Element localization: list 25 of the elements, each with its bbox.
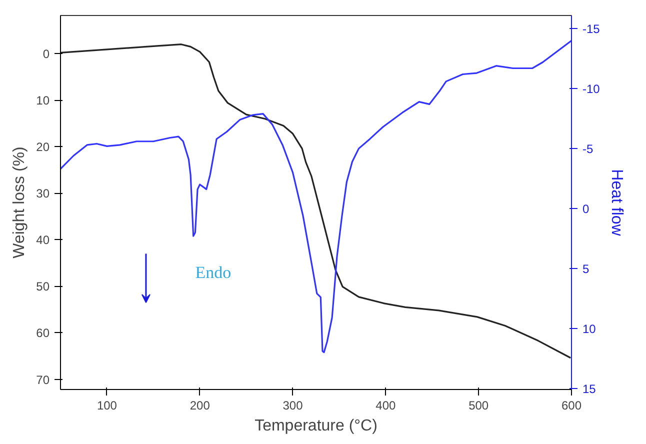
x-axis-title: Temperature (°C) <box>254 418 378 434</box>
x-tick-label: 600 <box>561 398 582 412</box>
y-tick-label: 30 <box>36 186 50 201</box>
x-tick-label: 400 <box>376 398 396 412</box>
y-axis-title: Weight loss (%) <box>11 146 28 258</box>
annotation: Endo <box>195 262 232 282</box>
y-tick-label: 0 <box>42 47 50 62</box>
y2-tick-label: -15 <box>582 22 600 36</box>
y-tick-label: 10 <box>36 94 50 108</box>
y2-axis-title: Heat flow <box>608 169 625 236</box>
y2-tick-label: 5 <box>582 262 590 276</box>
y-tick-label: 50 <box>36 280 50 294</box>
y2-tick-label: 15 <box>582 382 596 396</box>
x-tick-label: 500 <box>468 398 489 412</box>
y-tick-label: 70 <box>36 372 50 387</box>
y-tick-label: 40 <box>36 233 50 248</box>
y2-tick-label: -10 <box>582 82 600 96</box>
x-tick-label: 100 <box>96 398 118 412</box>
y2-tick-label: 10 <box>582 322 596 336</box>
x-tick-label: 200 <box>190 398 210 412</box>
y-tick-label: 60 <box>36 326 50 340</box>
y-tick-label: 20 <box>36 140 50 154</box>
x-tick-label: 300 <box>282 398 304 412</box>
y2-tick-label: -5 <box>582 142 594 156</box>
y2-tick-label: 0 <box>582 202 590 216</box>
